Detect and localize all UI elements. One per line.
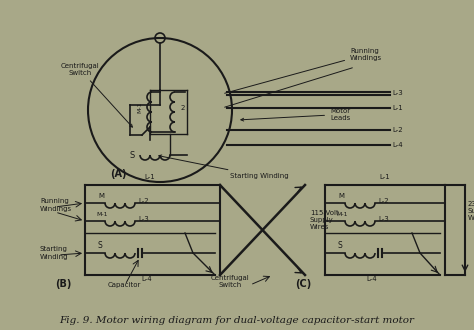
Text: L-4: L-4 (392, 142, 402, 148)
Text: Capacitor: Capacitor (108, 282, 141, 288)
Text: M-1: M-1 (137, 102, 143, 113)
Text: L-4: L-4 (367, 276, 377, 282)
Text: L-2: L-2 (138, 198, 149, 204)
Text: L-2: L-2 (378, 198, 389, 204)
Text: (A): (A) (110, 169, 127, 179)
Text: (C): (C) (295, 279, 311, 289)
Text: S: S (98, 241, 103, 250)
Text: S: S (338, 241, 343, 250)
Text: M: M (98, 193, 104, 199)
Text: Motor
Leads: Motor Leads (241, 108, 350, 121)
Text: (B): (B) (55, 279, 72, 289)
Text: L-3: L-3 (138, 216, 149, 222)
Text: L-1: L-1 (380, 174, 391, 180)
Text: M-1: M-1 (96, 212, 108, 217)
Text: L-2: L-2 (392, 127, 402, 133)
Text: Fig. 9. Motor wiring diagram for dual-voltage capacitor-start motor: Fig. 9. Motor wiring diagram for dual-vo… (60, 316, 414, 325)
Text: M-1: M-1 (336, 212, 347, 217)
Text: 230-Volt
Supply
Wires: 230-Volt Supply Wires (468, 201, 474, 221)
Text: Centrifugal
Switch: Centrifugal Switch (61, 63, 132, 127)
Text: S: S (129, 150, 135, 159)
Text: L-4: L-4 (142, 276, 152, 282)
Text: L-1: L-1 (145, 174, 155, 180)
Text: 115-Volt
Supply
Wires: 115-Volt Supply Wires (310, 210, 339, 230)
Text: 2: 2 (181, 105, 185, 111)
Text: L-1: L-1 (392, 105, 403, 111)
Text: Starting Winding: Starting Winding (159, 155, 289, 179)
Text: L-3: L-3 (392, 90, 403, 96)
Text: Running
Windings: Running Windings (225, 48, 382, 93)
Text: M: M (338, 193, 344, 199)
Text: L-3: L-3 (378, 216, 389, 222)
Text: Centrifugal
Switch: Centrifugal Switch (210, 275, 249, 288)
Text: Running
Windings: Running Windings (40, 199, 72, 212)
Text: Starting
Winding: Starting Winding (40, 247, 69, 259)
